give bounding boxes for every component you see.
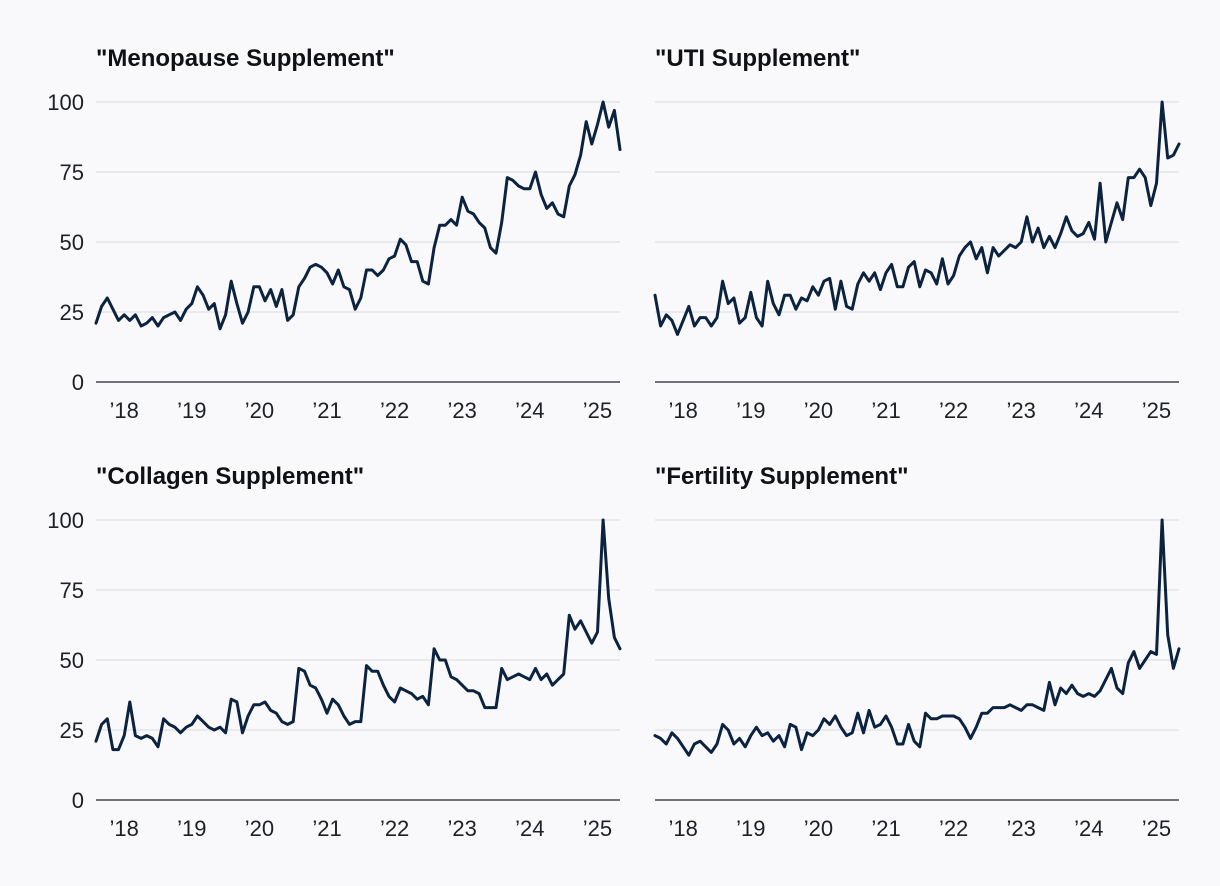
series-line [653, 100, 1181, 336]
x-tick-label: ’19 [177, 816, 206, 841]
x-tick-label: ’18 [109, 398, 138, 423]
x-tick-label: ’23 [1007, 816, 1036, 841]
x-tick-label: ’21 [312, 398, 341, 423]
x-tick-label: ’20 [804, 398, 833, 423]
x-tick-label: ’19 [736, 398, 765, 423]
x-tick-label: ’24 [1074, 816, 1103, 841]
chart-title: "UTI Supplement" [655, 45, 860, 72]
y-tick-label: 50 [60, 230, 84, 255]
chart-panel: "Menopause Supplement" 0 25 50 75 100 ’18 ’19 ’2… [47, 45, 622, 423]
x-tick-label: ’21 [871, 398, 900, 423]
y-tick-label: 75 [60, 578, 84, 603]
x-tick-label: ’20 [245, 398, 274, 423]
x-tick-label: ’19 [736, 816, 765, 841]
x-tick-label: ’19 [177, 398, 206, 423]
chart-title: "Menopause Supplement" [96, 45, 395, 72]
y-tick-label: 100 [47, 90, 84, 115]
chart-panel: "Collagen Supplement" 0 25 50 75 100 ’18 ’19 ’20… [47, 463, 622, 841]
x-tick-label: ’21 [312, 816, 341, 841]
x-tick-label: ’22 [939, 398, 968, 423]
x-tick-label: ’23 [448, 816, 477, 841]
x-tick-label: ’20 [804, 816, 833, 841]
y-tick-label: 75 [60, 160, 84, 185]
chart-title: "Fertility Supplement" [655, 463, 908, 490]
chart-title: "Collagen Supplement" [96, 463, 364, 490]
x-tick-label: ’22 [380, 398, 409, 423]
x-tick-label: ’20 [245, 816, 274, 841]
x-tick-label: ’18 [668, 816, 697, 841]
x-tick-label: ’23 [1007, 398, 1036, 423]
series-line [94, 100, 622, 331]
x-tick-label: ’18 [109, 816, 138, 841]
y-tick-label: 0 [72, 370, 84, 395]
x-tick-label: ’22 [380, 816, 409, 841]
x-tick-label: ’22 [939, 816, 968, 841]
series-line [94, 518, 622, 752]
x-tick-label: ’25 [583, 816, 612, 841]
y-tick-label: 0 [72, 788, 84, 813]
x-tick-label: ’25 [583, 398, 612, 423]
x-tick-label: ’21 [871, 816, 900, 841]
y-tick-label: 25 [60, 300, 84, 325]
x-tick-label: ’18 [668, 398, 697, 423]
x-tick-label: ’25 [1142, 398, 1171, 423]
x-tick-label: ’24 [1074, 398, 1103, 423]
chart-panel: "Fertility Supplement" ’18 ’19 ’20 ’21 ’22 ’23… [653, 463, 1181, 841]
x-tick-label: ’23 [448, 398, 477, 423]
y-tick-label: 25 [60, 718, 84, 743]
series-line [653, 518, 1181, 757]
x-tick-label: ’24 [515, 398, 544, 423]
y-tick-label: 100 [47, 508, 84, 533]
x-tick-label: ’25 [1142, 816, 1171, 841]
y-tick-label: 50 [60, 648, 84, 673]
chart-panel: "UTI Supplement" ’18 ’19 ’20 ’21 ’22 ’23 ’24 ’25 [653, 45, 1181, 423]
x-tick-label: ’24 [515, 816, 544, 841]
